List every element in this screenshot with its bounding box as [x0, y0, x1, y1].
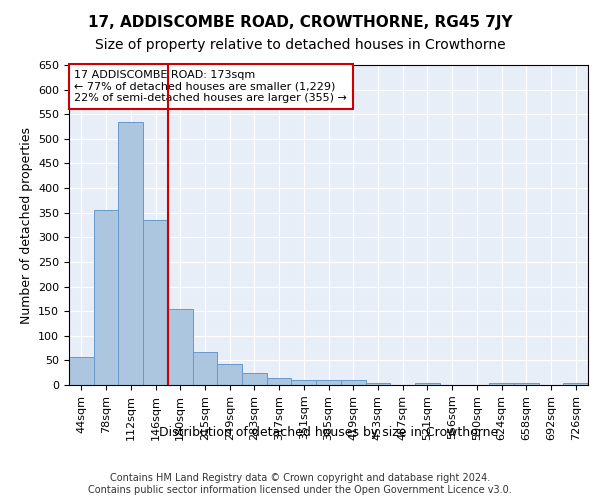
Text: Distribution of detached houses by size in Crowthorne: Distribution of detached houses by size …: [159, 426, 499, 439]
Bar: [563, 382, 588, 385]
Bar: [242, 372, 267, 385]
Bar: [489, 382, 514, 385]
Bar: [267, 378, 292, 385]
Bar: [514, 382, 539, 385]
Text: 17 ADDISCOMBE ROAD: 173sqm
← 77% of detached houses are smaller (1,229)
22% of s: 17 ADDISCOMBE ROAD: 173sqm ← 77% of deta…: [74, 70, 347, 103]
Bar: [316, 380, 341, 385]
Bar: [168, 308, 193, 385]
Bar: [94, 210, 118, 385]
Bar: [118, 122, 143, 385]
Bar: [365, 382, 390, 385]
Bar: [217, 364, 242, 385]
Bar: [292, 380, 316, 385]
Text: Size of property relative to detached houses in Crowthorne: Size of property relative to detached ho…: [95, 38, 505, 52]
Text: Contains HM Land Registry data © Crown copyright and database right 2024.
Contai: Contains HM Land Registry data © Crown c…: [88, 474, 512, 495]
Bar: [415, 382, 440, 385]
Bar: [143, 220, 168, 385]
Text: 17, ADDISCOMBE ROAD, CROWTHORNE, RG45 7JY: 17, ADDISCOMBE ROAD, CROWTHORNE, RG45 7J…: [88, 15, 512, 30]
Bar: [69, 357, 94, 385]
Y-axis label: Number of detached properties: Number of detached properties: [20, 126, 32, 324]
Bar: [193, 352, 217, 385]
Bar: [341, 380, 365, 385]
